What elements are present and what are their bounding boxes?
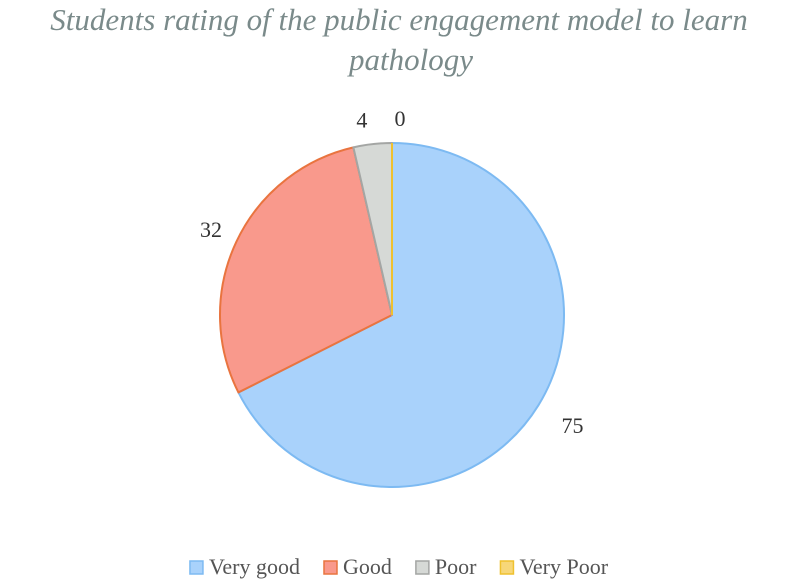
pie-slice-very-good xyxy=(237,142,565,488)
chart-title: Students rating of the public engagement… xyxy=(50,2,747,77)
legend-swatch-very-good xyxy=(189,560,204,575)
legend-swatch-poor xyxy=(415,560,430,575)
legend: Very good Good Poor Very Poor xyxy=(189,554,609,579)
legend-swatch-very-poor xyxy=(499,560,515,575)
pie-slice-good xyxy=(219,146,393,394)
legend-label-very-poor: Very Poor xyxy=(519,554,608,579)
legend-label-very-good: Very good xyxy=(209,554,300,579)
data-labels: 75 32 4 0 xyxy=(200,106,584,438)
legend-swatch-good xyxy=(323,560,338,575)
data-label-good: 32 xyxy=(200,217,222,242)
pie-slices xyxy=(219,142,565,488)
data-label-very-good: 75 xyxy=(562,413,584,438)
data-label-poor: 4 xyxy=(356,107,367,132)
legend-label-poor: Poor xyxy=(435,554,477,579)
legend-item-very-poor: Very Poor xyxy=(499,554,609,579)
legend-item-good: Good xyxy=(323,554,392,579)
chart-title-line-2: pathology xyxy=(347,42,473,77)
legend-item-poor: Poor xyxy=(415,554,477,579)
chart-title-line-1: Students rating of the public engagement… xyxy=(50,2,747,37)
legend-label-good: Good xyxy=(343,554,392,579)
data-label-very-poor: 0 xyxy=(395,106,406,131)
legend-item-very-good: Very good xyxy=(189,554,300,579)
